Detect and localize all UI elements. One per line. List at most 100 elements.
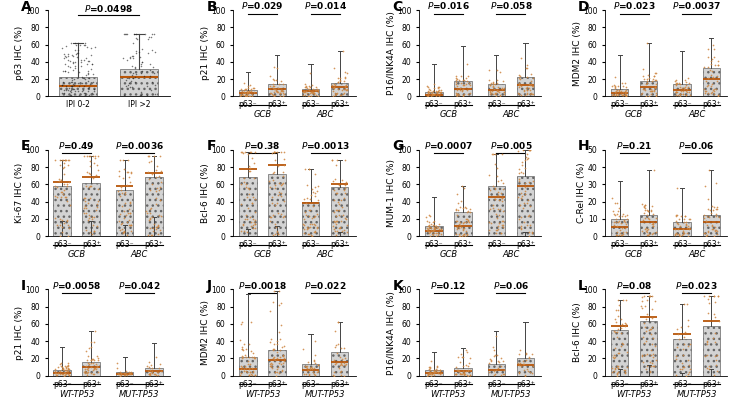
Point — [458, 90, 470, 97]
Point — [298, 370, 310, 377]
Point — [673, 216, 685, 223]
Point — [118, 370, 129, 377]
Point — [523, 155, 534, 161]
Point — [339, 215, 351, 222]
Point — [154, 153, 166, 159]
Point — [62, 370, 74, 377]
Point — [640, 228, 652, 235]
Point — [428, 225, 440, 231]
Point — [523, 213, 534, 219]
Point — [516, 193, 528, 199]
Point — [526, 230, 538, 237]
Point — [455, 371, 466, 378]
Point — [512, 83, 524, 90]
Point — [491, 215, 502, 221]
Point — [606, 92, 618, 99]
Point — [615, 230, 626, 236]
Point — [269, 86, 281, 92]
Point — [488, 372, 500, 379]
Point — [243, 361, 255, 368]
Point — [708, 54, 720, 61]
Point — [267, 345, 279, 352]
Point — [69, 40, 80, 46]
Point — [671, 89, 683, 96]
Point — [311, 225, 323, 231]
Point — [268, 89, 280, 96]
Point — [645, 347, 657, 353]
Text: A: A — [20, 0, 31, 14]
Point — [58, 366, 69, 372]
Point — [83, 74, 95, 81]
Point — [648, 87, 660, 93]
Point — [61, 183, 72, 189]
Point — [302, 224, 314, 230]
Bar — [302, 364, 319, 376]
Bar — [331, 82, 349, 96]
Point — [329, 344, 341, 350]
Point — [711, 78, 723, 84]
Point — [124, 369, 136, 376]
Point — [649, 84, 661, 91]
Point — [513, 362, 525, 368]
Point — [308, 86, 320, 93]
Point — [84, 183, 96, 189]
Point — [79, 89, 91, 96]
Point — [339, 181, 351, 188]
Point — [88, 371, 99, 378]
Point — [527, 178, 539, 185]
Bar — [239, 90, 257, 96]
Point — [487, 80, 499, 86]
Point — [273, 80, 285, 87]
Point — [493, 359, 504, 365]
Point — [246, 372, 258, 379]
Point — [56, 188, 68, 195]
Point — [464, 81, 476, 88]
Point — [525, 90, 537, 97]
Point — [86, 364, 97, 370]
Point — [60, 367, 72, 374]
Point — [301, 90, 313, 96]
Point — [700, 230, 711, 237]
Point — [643, 292, 655, 299]
Point — [646, 306, 658, 313]
Point — [670, 218, 682, 225]
Point — [496, 86, 508, 92]
Point — [609, 352, 621, 358]
Point — [462, 217, 474, 223]
Text: ABC: ABC — [131, 250, 148, 259]
Point — [673, 226, 684, 233]
Point — [52, 370, 64, 376]
Point — [151, 354, 162, 360]
Point — [143, 359, 155, 366]
Point — [241, 90, 253, 96]
Point — [85, 356, 96, 363]
Point — [431, 364, 443, 370]
Point — [489, 185, 501, 191]
Point — [62, 366, 74, 372]
Point — [334, 225, 346, 231]
Point — [461, 87, 473, 94]
Point — [332, 341, 344, 347]
Text: $\it{P}$=0.022: $\it{P}$=0.022 — [304, 280, 346, 291]
Point — [459, 370, 471, 377]
Point — [67, 52, 78, 58]
Point — [243, 341, 254, 347]
Point — [300, 200, 311, 206]
Point — [513, 166, 525, 173]
Point — [52, 364, 64, 371]
Point — [423, 364, 435, 370]
Point — [420, 214, 432, 220]
Point — [330, 213, 341, 219]
Point — [328, 357, 340, 363]
Point — [332, 199, 344, 205]
Point — [79, 370, 91, 377]
Point — [80, 76, 91, 83]
Point — [338, 86, 349, 92]
Point — [62, 360, 74, 366]
Point — [145, 47, 157, 53]
Point — [425, 89, 437, 95]
Point — [312, 197, 324, 203]
Point — [330, 360, 341, 366]
Point — [235, 200, 246, 207]
Point — [301, 85, 313, 91]
